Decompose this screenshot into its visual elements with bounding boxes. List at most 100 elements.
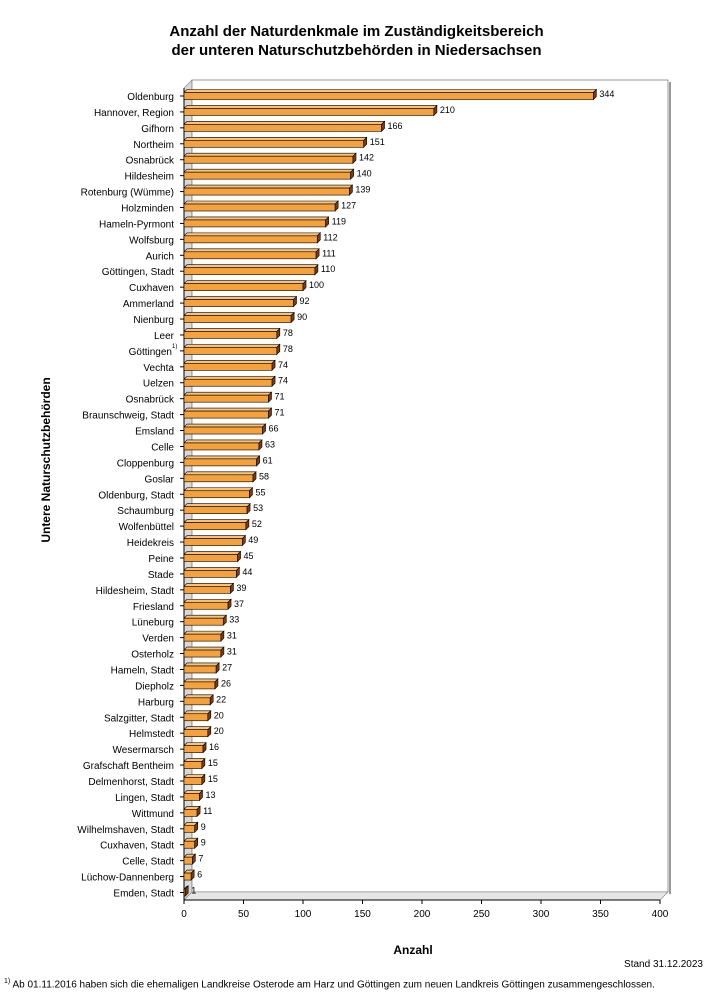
bar-top <box>183 328 281 332</box>
bar-value-label: 45 <box>244 551 254 561</box>
x-tick-label: 300 <box>533 909 550 920</box>
category-label: Emsland <box>135 427 174 438</box>
bar <box>183 617 224 626</box>
category-label: Wolfenbüttel <box>119 522 174 533</box>
bar-top <box>183 439 263 444</box>
bar <box>183 299 294 307</box>
bar-value-label: 1 <box>191 886 196 896</box>
bar-top <box>183 519 250 523</box>
category-label: Schaumburg <box>117 506 174 517</box>
bar <box>183 554 238 562</box>
bar-side <box>363 136 367 149</box>
bar-side <box>199 789 203 802</box>
bar <box>183 347 278 355</box>
bar-value-label: 111 <box>322 248 336 258</box>
x-tick-label: 150 <box>354 909 371 920</box>
bar-side <box>334 200 339 212</box>
bar-value-label: 39 <box>236 583 246 593</box>
bar <box>183 824 196 833</box>
bar-value-label: 110 <box>321 264 335 274</box>
bar-side <box>202 741 207 754</box>
category-label: Ammerland <box>123 299 174 310</box>
category-label: Stade <box>148 570 175 581</box>
bar-side <box>252 471 257 483</box>
bar-top <box>183 471 257 476</box>
bar-top <box>183 774 206 778</box>
bar <box>183 601 229 610</box>
category-label: Wilhelmshaven, Stadt <box>77 825 174 836</box>
bar-side <box>293 295 297 308</box>
bar <box>183 139 364 148</box>
bar-value-label: 7 <box>198 854 203 864</box>
x-tick-label: 0 <box>181 909 187 920</box>
bar <box>183 426 263 435</box>
bar-top <box>183 583 235 587</box>
category-label: Uelzen <box>143 379 174 390</box>
bar-side <box>220 646 225 658</box>
category-label: Osnabrück <box>126 156 175 167</box>
category-label: Wolfsburg <box>129 235 174 246</box>
bar-value-label: 66 <box>269 424 279 434</box>
bar-value-label: 58 <box>259 471 269 481</box>
bar-value-label: 63 <box>265 439 275 449</box>
bar <box>183 586 231 594</box>
bar-side <box>184 885 189 897</box>
category-label: Wesermarsch <box>113 745 175 756</box>
bar-value-label: 6 <box>197 870 202 880</box>
bar-side <box>194 837 199 849</box>
bar <box>183 394 269 403</box>
bar <box>183 108 435 116</box>
category-label: Emden, Stadt <box>113 889 174 900</box>
category-label: Goslar <box>145 474 175 485</box>
bar-side <box>236 566 240 579</box>
bar-top <box>183 535 247 539</box>
bar <box>183 378 273 387</box>
bar-side <box>207 725 212 738</box>
bar-side <box>325 216 329 228</box>
bar <box>183 729 209 738</box>
bar <box>183 633 222 642</box>
bar <box>183 570 237 578</box>
bar-top <box>183 344 281 348</box>
bar <box>183 203 336 212</box>
category-label: Delmenhorst, Stadt <box>88 777 174 788</box>
category-label: Wittmund <box>132 809 174 820</box>
bar-value-label: 71 <box>274 392 284 402</box>
category-label: Rotenburg (Wümme) <box>81 188 174 199</box>
bar-value-label: 16 <box>209 742 219 752</box>
bar-top <box>183 646 225 651</box>
bar <box>183 124 382 132</box>
bar-top <box>183 152 357 157</box>
bar-side <box>314 264 319 276</box>
bar-side <box>207 710 212 722</box>
bar-value-label: 142 <box>359 153 374 163</box>
bar <box>183 171 351 180</box>
bar <box>183 490 250 499</box>
category-label: Hildesheim, Stadt <box>96 586 175 597</box>
x-tick-label: 350 <box>592 909 609 920</box>
bar <box>183 777 203 785</box>
chart-title-line-2: der unteren Naturschutzbehörden in Niede… <box>171 42 542 59</box>
bar-value-label: 53 <box>253 503 263 513</box>
bar-top <box>183 360 276 364</box>
category-label: Lingen, Stadt <box>115 793 174 804</box>
bar-top <box>183 216 330 221</box>
bar-side <box>350 168 354 180</box>
bar-side <box>271 375 276 387</box>
bar-top <box>183 630 225 635</box>
bar-value-label: 78 <box>283 344 293 354</box>
bar <box>183 761 203 769</box>
category-superscript: 1) <box>172 344 177 350</box>
bar-side <box>268 391 272 403</box>
category-label: Braunschweig, Stadt <box>82 411 174 422</box>
bar-top <box>183 200 339 205</box>
bar-side <box>209 694 214 706</box>
category-label: Diepholz <box>135 681 174 692</box>
bar-value-label: 90 <box>297 312 307 322</box>
bar-top <box>183 280 307 284</box>
bar-value-label: 52 <box>252 519 262 529</box>
bar-side <box>215 662 220 674</box>
bar-top <box>183 168 355 173</box>
bar-side <box>246 502 251 515</box>
